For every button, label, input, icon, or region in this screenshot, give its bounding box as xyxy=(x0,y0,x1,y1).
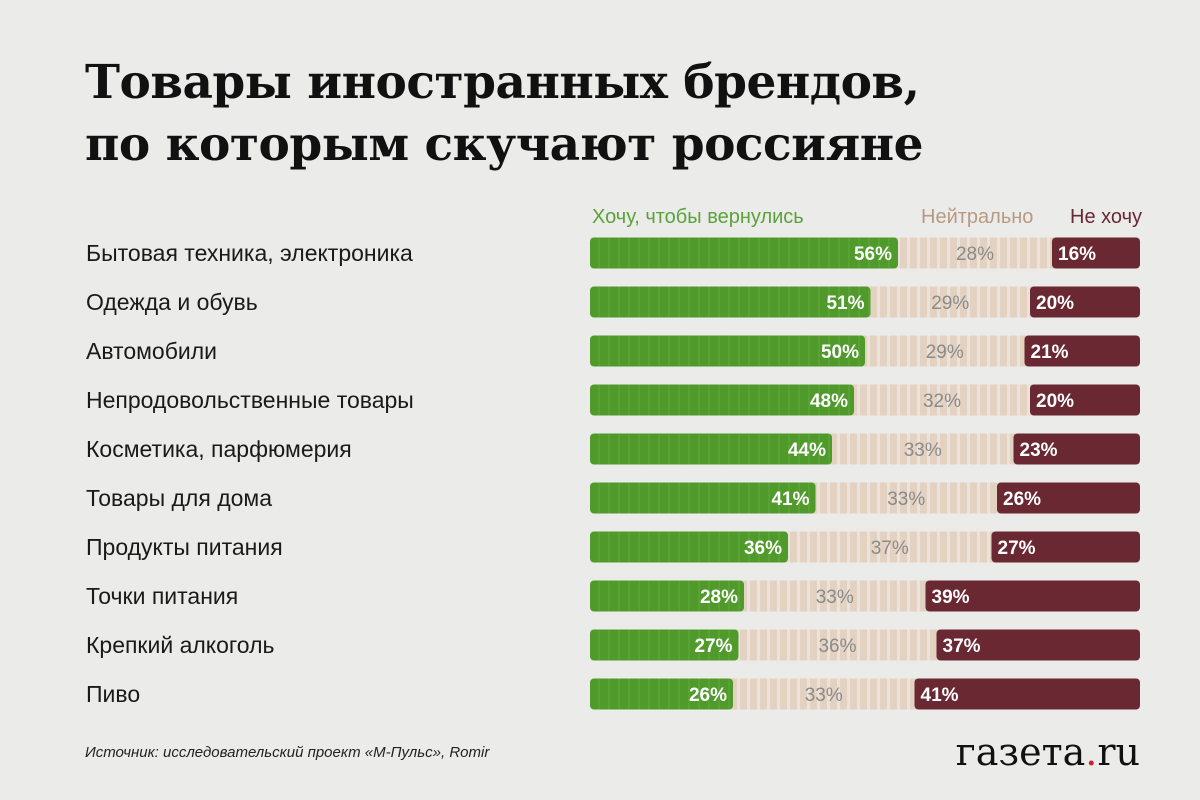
bar-not-want xyxy=(925,580,1140,612)
title-line-1: Товары иностранных брендов, xyxy=(85,55,920,110)
category-label: Пиво xyxy=(86,681,140,707)
bar-neutral xyxy=(894,237,1056,269)
value-label-want: 27% xyxy=(694,636,732,657)
bar-want xyxy=(590,433,832,465)
value-label-not-want: 37% xyxy=(943,636,981,657)
bar-want xyxy=(590,237,898,269)
value-label-not-want: 23% xyxy=(1020,440,1058,461)
bar-neutral xyxy=(784,531,996,563)
value-label-want: 56% xyxy=(854,244,892,265)
value-label-want: 48% xyxy=(810,391,848,412)
bar-not-want xyxy=(1030,384,1140,416)
legend-want: Хочу, чтобы вернулись xyxy=(592,206,804,228)
value-label-neutral: 33% xyxy=(805,685,843,706)
value-label-not-want: 27% xyxy=(998,538,1036,559)
value-label-want: 26% xyxy=(689,685,727,706)
bar-neutral xyxy=(729,678,919,710)
bar-want xyxy=(590,580,744,612)
category-label: Одежда и обувь xyxy=(86,289,258,315)
value-label-want: 36% xyxy=(744,538,782,559)
bar-row: Одежда и обувь 51% 29% 20% xyxy=(86,286,1140,318)
bar-want xyxy=(590,335,865,367)
value-label-want: 41% xyxy=(771,489,809,510)
bar-not-want xyxy=(1024,335,1140,367)
value-label-neutral: 37% xyxy=(871,538,909,559)
bar-row: Пиво 26% 33% 41% xyxy=(86,678,1140,710)
value-label-neutral: 28% xyxy=(956,244,994,265)
bar-neutral xyxy=(828,433,1018,465)
bar-row: Товары для дома 41% 33% 26% xyxy=(86,482,1140,514)
bar-row: Непродовольственные товары 48% 32% 20% xyxy=(86,384,1140,416)
value-label-not-want: 41% xyxy=(921,685,959,706)
bar-not-want xyxy=(914,678,1140,710)
bar-want xyxy=(590,531,788,563)
bar-want xyxy=(590,286,871,318)
bar-neutral xyxy=(866,286,1034,318)
value-label-want: 44% xyxy=(788,440,826,461)
category-label: Косметика, парфюмерия xyxy=(86,436,352,462)
bar-row: Автомобили 50% 29% 21% xyxy=(86,335,1140,367)
bar-not-want xyxy=(997,482,1140,514)
value-label-neutral: 33% xyxy=(816,587,854,608)
value-label-neutral: 29% xyxy=(926,342,964,363)
bar-row: Бытовая техника, электроника 56% 28% 16% xyxy=(86,237,1140,269)
value-label-neutral: 33% xyxy=(887,489,925,510)
bar-neutral xyxy=(740,580,930,612)
value-label-not-want: 16% xyxy=(1058,244,1096,265)
bar-not-want xyxy=(1013,433,1140,465)
bar-not-want xyxy=(1052,237,1140,269)
bar-row: Крепкий алкоголь 27% 36% 37% xyxy=(86,629,1140,661)
value-label-want: 51% xyxy=(826,293,864,314)
bar-neutral xyxy=(850,384,1034,416)
category-label: Точки питания xyxy=(86,583,238,609)
legend-neutral: Нейтрально xyxy=(921,206,1034,228)
bar-row: Продукты питания 36% 37% 27% xyxy=(86,531,1140,563)
value-label-not-want: 21% xyxy=(1031,342,1069,363)
bar-row: Точки питания 28% 33% 39% xyxy=(86,580,1140,612)
category-label: Непродовольственные товары xyxy=(86,387,414,413)
category-label: Продукты питания xyxy=(86,534,283,560)
bar-neutral xyxy=(811,482,1001,514)
value-label-neutral: 29% xyxy=(931,293,969,314)
category-label: Крепкий алкоголь xyxy=(86,632,274,658)
value-label-not-want: 26% xyxy=(1003,489,1041,510)
bar-row: Косметика, парфюмерия 44% 33% 23% xyxy=(86,433,1140,465)
bar-neutral xyxy=(861,335,1029,367)
bar-not-want xyxy=(936,629,1140,661)
chart-title: Товары иностранных брендов, по которым с… xyxy=(85,52,924,176)
legend-not-want: Не хочу xyxy=(1070,206,1143,228)
category-label: Товары для дома xyxy=(86,485,272,511)
source-note: Источник: исследовательский проект «М-Пу… xyxy=(85,744,490,761)
bar-not-want xyxy=(991,531,1140,563)
bar-neutral xyxy=(734,629,941,661)
value-label-neutral: 36% xyxy=(818,636,856,657)
value-label-not-want: 20% xyxy=(1036,293,1074,314)
value-label-want: 50% xyxy=(821,342,859,363)
bar-want xyxy=(590,629,739,661)
bar-want xyxy=(590,678,733,710)
bar-not-want xyxy=(1030,286,1140,318)
value-label-neutral: 32% xyxy=(923,391,961,412)
bar-want xyxy=(590,384,854,416)
value-label-neutral: 33% xyxy=(904,440,942,461)
value-label-want: 28% xyxy=(700,587,738,608)
gazeta-logo: газета.ru xyxy=(955,730,1140,774)
value-label-not-want: 39% xyxy=(932,587,970,608)
category-label: Автомобили xyxy=(86,338,217,364)
bar-want xyxy=(590,482,816,514)
title-line-2: по которым скучают россияне xyxy=(85,117,924,172)
category-label: Бытовая техника, электроника xyxy=(86,240,413,266)
value-label-not-want: 20% xyxy=(1036,391,1074,412)
